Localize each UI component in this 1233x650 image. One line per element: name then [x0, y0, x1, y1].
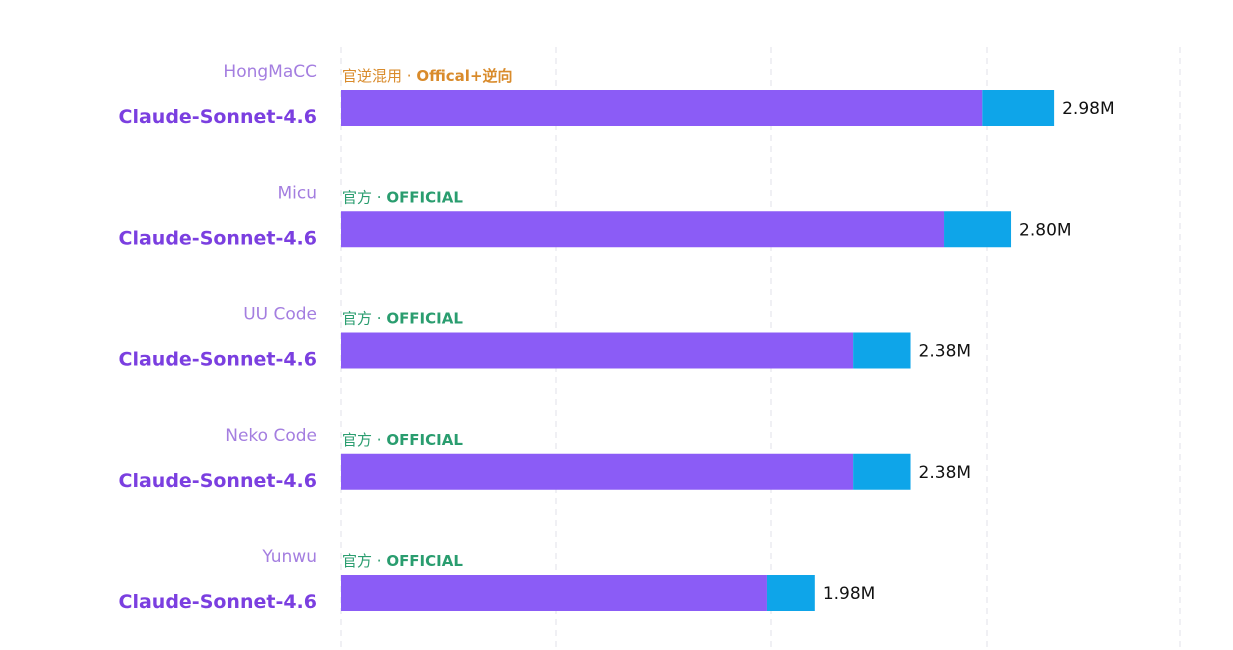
bar-primary: [341, 575, 767, 611]
source-tag-en: OFFICIAL: [386, 310, 463, 328]
provider-label: Neko Code: [225, 426, 317, 446]
bar-secondary: [982, 90, 1055, 126]
provider-label: UU Code: [243, 305, 317, 325]
model-label: Claude-Sonnet-4.6: [119, 470, 317, 492]
bar-primary: [341, 211, 945, 248]
value-label: 1.98M: [823, 584, 876, 604]
bar-primary: [341, 90, 983, 126]
source-tag-en: OFFICIAL: [386, 552, 463, 570]
source-tag-cn: 官方 ·: [342, 431, 386, 449]
model-label: Claude-Sonnet-4.6: [119, 349, 317, 371]
value-label: 2.98M: [1062, 99, 1115, 119]
source-tag: 官方 · OFFICIAL: [342, 431, 463, 449]
source-tag: 官方 · OFFICIAL: [342, 188, 463, 206]
provider-label: Yunwu: [261, 547, 317, 567]
bar-primary: [341, 453, 854, 490]
value-label: 2.80M: [1019, 220, 1072, 240]
source-tag-en: OFFICIAL: [386, 188, 463, 206]
bar-group-1: Micu Claude-Sonnet-4.6 官方 · OFFICIAL 2.80M: [119, 183, 1072, 249]
bar-group-3: Neko Code Claude-Sonnet-4.6 官方 · OFFICIAL 2…: [119, 426, 972, 492]
bar-secondary: [766, 575, 815, 611]
model-label: Claude-Sonnet-4.6: [119, 106, 317, 128]
provider-label: HongMaCC: [223, 62, 317, 82]
bar-group-2: UU Code Claude-Sonnet-4.6 官方 · OFFICIAL 2.3…: [119, 305, 972, 371]
value-label: 2.38M: [919, 463, 972, 483]
bar-secondary: [853, 453, 911, 490]
bars: HongMaCC Claude-Sonnet-4.6 官逆混用 · Offical+…: [119, 62, 1115, 613]
source-tag-en: Offical+逆向: [416, 67, 512, 85]
source-tag-en: OFFICIAL: [386, 431, 463, 449]
bar-primary: [341, 332, 854, 369]
bar-group-0: HongMaCC Claude-Sonnet-4.6 官逆混用 · Offical+…: [119, 62, 1115, 128]
model-label: Claude-Sonnet-4.6: [119, 227, 317, 249]
bar-secondary: [944, 211, 1012, 248]
bar-secondary: [853, 332, 911, 369]
provider-label: Micu: [277, 183, 317, 203]
value-label: 2.38M: [919, 342, 972, 362]
source-tag: 官逆混用 · Offical+逆向: [342, 67, 513, 85]
source-tag: 官方 · OFFICIAL: [342, 310, 463, 328]
source-tag-cn: 官方 ·: [342, 188, 386, 206]
bar-group-4: Yunwu Claude-Sonnet-4.6 官方 · OFFICIAL 1.98M: [119, 547, 876, 613]
source-tag-cn: 官方 ·: [342, 552, 386, 570]
source-tag-cn: 官逆混用 ·: [342, 67, 416, 85]
source-tag: 官方 · OFFICIAL: [342, 552, 463, 570]
model-label: Claude-Sonnet-4.6: [119, 591, 317, 613]
source-tag-cn: 官方 ·: [342, 310, 386, 328]
